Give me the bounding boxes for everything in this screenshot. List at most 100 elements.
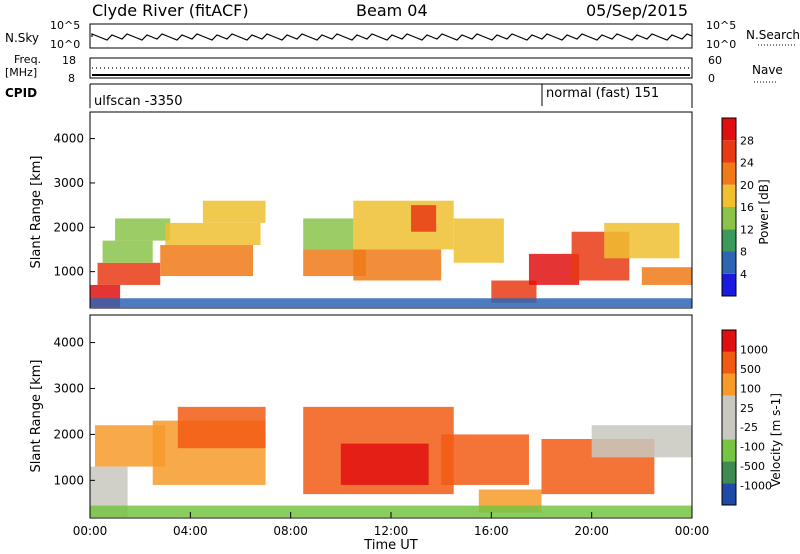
colorbar-tick-label: 20 — [740, 179, 754, 192]
colorbar-tick-label: -25 — [740, 421, 758, 434]
data-region — [641, 267, 692, 285]
power-colorbar: 4 8 12 16 20 24 28 — [721, 117, 754, 297]
colorbar-tick-label: 12 — [740, 223, 754, 236]
velocity-panel-frame — [89, 314, 693, 519]
data-region — [491, 280, 537, 303]
data-region — [102, 240, 153, 263]
power-ylabel: Slant Range [km] — [29, 156, 44, 269]
ytick-label: 3000 — [53, 176, 84, 190]
colorbar-tick-label: -1000 — [740, 480, 772, 493]
colorbar-cell — [722, 417, 736, 440]
power-panel: 1000 2000 3000 4000 Slant Range [km] 4 8 12 16… — [29, 111, 771, 309]
ytick-label: 2000 — [53, 427, 84, 441]
colorbar-cell — [722, 229, 736, 252]
xtick-label: 04:00 — [173, 524, 208, 538]
power-colorbar-label: Power [dB] — [757, 179, 771, 244]
freq-panel: Freq. [MHz] 18 8 60 0 Nave — [5, 53, 783, 85]
freq-label-line2: [MHz] — [5, 66, 37, 79]
noise-tick-bottom: 10^0 — [50, 38, 80, 51]
time-xticks: 00:00 04:00 08:00 12:00 16:00 20:00 00:00 — [73, 512, 710, 538]
xtick-label: 00:00 — [675, 524, 710, 538]
colorbar-tick-label: -100 — [740, 441, 765, 454]
noise-trace — [91, 33, 693, 41]
noise-panel: N.Sky 10^5 10^0 10^5 10^0 N.Search — [5, 19, 800, 51]
colorbar-tick-label: 28 — [740, 134, 754, 147]
freq-right-label: Nave — [752, 63, 783, 77]
ytick-label: 4000 — [53, 132, 84, 146]
power-data-regions — [90, 200, 692, 308]
xtick-label: 20:00 — [574, 524, 609, 538]
colorbar-frame — [721, 329, 737, 506]
freq-tick-top: 18 — [62, 54, 76, 67]
data-region — [115, 218, 171, 241]
data-region — [90, 298, 692, 308]
data-region — [441, 434, 529, 485]
data-region — [353, 200, 454, 250]
noise-right-tick-bottom: 10^0 — [706, 38, 736, 51]
colorbar-cell — [722, 483, 736, 505]
data-region — [165, 222, 261, 246]
noise-sky-trace — [91, 33, 693, 41]
ytick-label: 1000 — [53, 265, 84, 279]
velocity-panel: 1000 2000 3000 4000 00:00 04:00 08:00 12:00 16:… — [29, 314, 783, 553]
velocity-ylabel: Slant Range [km] — [29, 360, 44, 473]
cpid-mode2: normal (fast) 151 — [546, 86, 659, 101]
xtick-label: 00:00 — [73, 524, 108, 538]
power-yticks: 1000 2000 3000 4000 — [53, 132, 95, 279]
noise-left-label: N.Sky — [5, 31, 39, 45]
colorbar-tick-label: 1000 — [740, 343, 768, 356]
colorbar-tick-label: 500 — [740, 363, 761, 376]
colorbar-cell — [722, 162, 736, 185]
colorbar-cell — [722, 395, 736, 418]
freq-tick-bottom: 8 — [68, 72, 75, 85]
xtick-label: 08:00 — [273, 524, 308, 538]
data-region — [411, 205, 437, 232]
ytick-label: 1000 — [53, 473, 84, 487]
noise-right-tick-top: 10^5 — [706, 19, 736, 32]
colorbar-tick-label: 4 — [740, 268, 747, 281]
data-region — [340, 443, 429, 485]
freq-panel-frame — [89, 57, 693, 79]
data-region — [160, 245, 254, 277]
colorbar-cell — [722, 140, 736, 163]
colorbar-tick-label: 100 — [740, 382, 761, 395]
ytick-label: 3000 — [53, 381, 84, 395]
station-title: Clyde River (fitACF) — [92, 1, 249, 20]
colorbar-cell — [722, 251, 736, 274]
colorbar-cell — [722, 439, 736, 462]
cpid-panel: CPID ulfscan -3350 normal (fast) 151 — [5, 83, 693, 109]
data-region — [353, 249, 442, 281]
colorbar-cell — [722, 184, 736, 207]
colorbar-cell — [722, 273, 736, 296]
xtick-label: 12:00 — [374, 524, 409, 538]
ytick-label: 2000 — [53, 220, 84, 234]
cpid-label: CPID — [5, 86, 37, 100]
colorbar-cell — [722, 351, 736, 374]
colorbar-tick-label: 8 — [740, 246, 747, 259]
ytick-label: 4000 — [53, 336, 84, 350]
data-region — [303, 218, 354, 250]
data-region — [90, 505, 692, 518]
colorbar-cell — [722, 330, 736, 352]
data-region — [202, 200, 266, 223]
freq-right-tick-top: 60 — [708, 54, 722, 67]
freq-label-line1: Freq. — [14, 53, 41, 66]
colorbar-tick-label: 24 — [740, 157, 754, 170]
freq-right-tick-bottom: 0 — [708, 72, 715, 85]
beam-title: Beam 04 — [356, 1, 428, 20]
data-region — [453, 218, 504, 263]
noise-right-label: N.Search — [746, 28, 800, 42]
xtick-label: 16:00 — [474, 524, 509, 538]
data-region — [591, 425, 692, 458]
data-region — [177, 406, 266, 449]
cpid-mode1: ulfscan -3350 — [94, 94, 182, 109]
velocity-data-regions — [90, 406, 692, 518]
velocity-yticks: 1000 2000 3000 4000 — [53, 336, 95, 487]
velocity-colorbar-label: Velocity [m s-1] — [769, 393, 783, 487]
x-axis-label: Time UT — [363, 538, 417, 553]
colorbar-tick-label: -500 — [740, 460, 765, 473]
data-region — [528, 253, 580, 285]
noise-tick-top: 10^5 — [50, 19, 80, 32]
data-region — [604, 222, 680, 259]
